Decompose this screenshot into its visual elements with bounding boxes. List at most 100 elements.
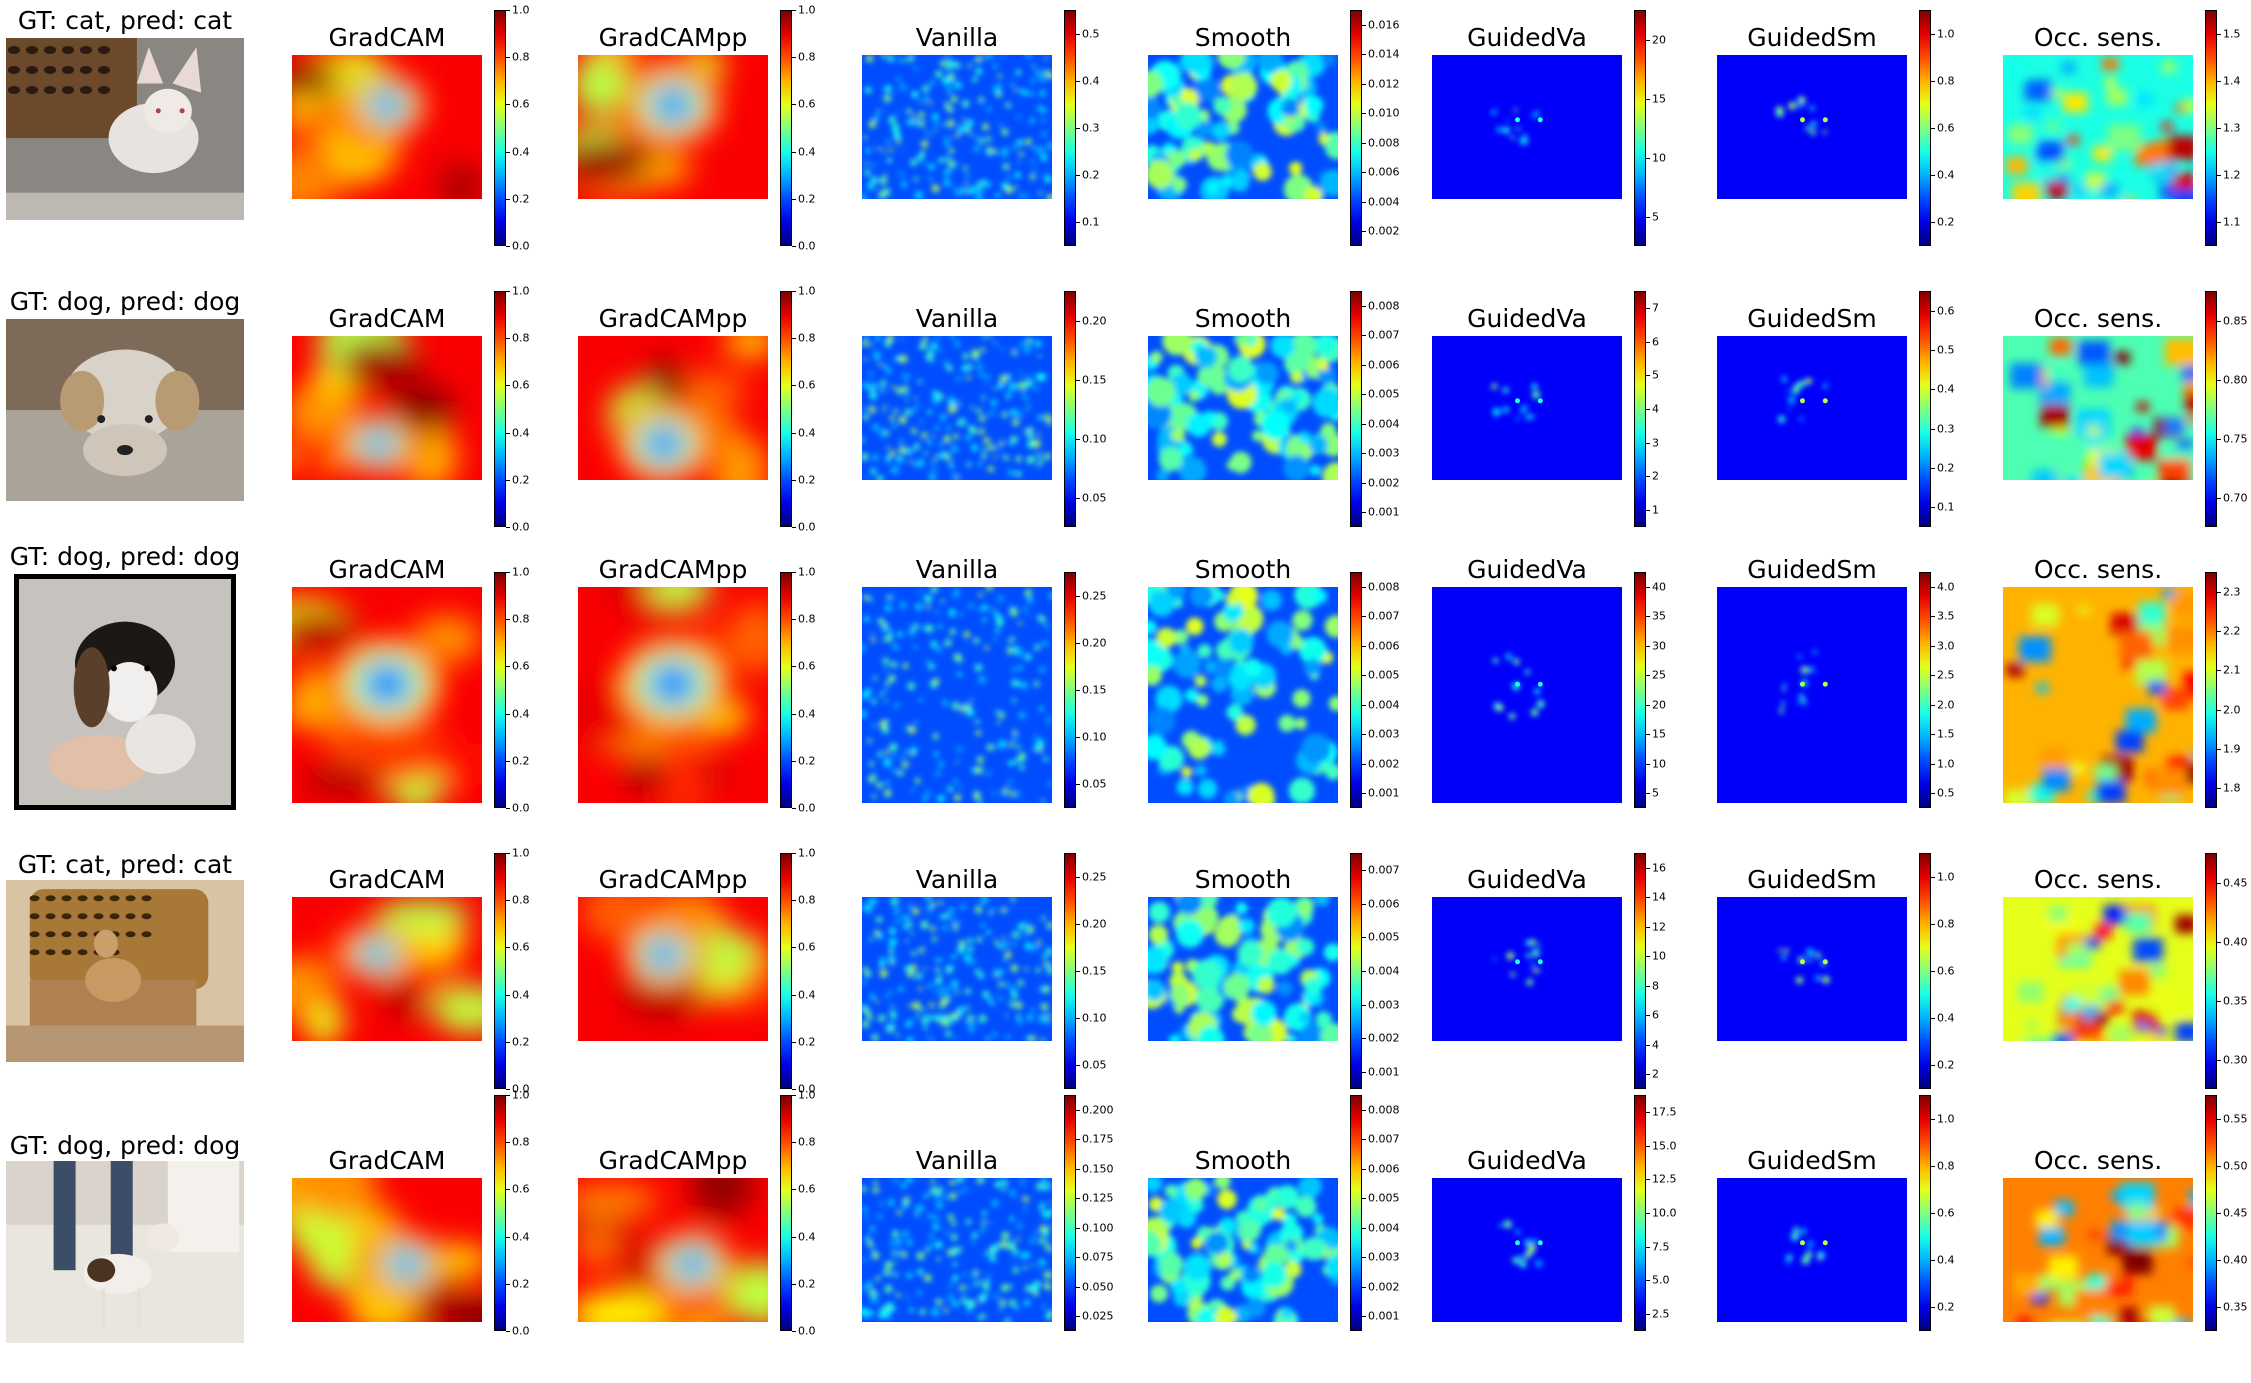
heatmap-drawing [1432, 55, 1622, 199]
colorbar-tick-mark [1362, 903, 1366, 905]
colorbar-tick-label: 0.5 [1937, 343, 1955, 357]
colorbar-tick-mark [1931, 1065, 1935, 1067]
colorbar-tick-mark [792, 1331, 796, 1332]
colorbar-tick-label: 2 [1652, 469, 1659, 483]
saliency-heatmap [1432, 897, 1622, 1041]
heatmap-drawing [1148, 336, 1338, 480]
heatmap-drawing [578, 587, 768, 803]
colorbar-tick-mark [506, 619, 510, 621]
colorbar-tick-mark [1362, 1316, 1366, 1318]
colorbar-tick-mark [1646, 510, 1650, 512]
colorbar-tick-mark [506, 1142, 510, 1144]
method-title: GradCAM [328, 555, 446, 584]
colorbar-tick-label: 0.6 [1937, 304, 1955, 318]
heatmap-drawing [1148, 1178, 1338, 1322]
colorbar-tick-label: 3.5 [1937, 609, 1955, 623]
colorbar-tick-mark [2217, 1260, 2221, 1262]
colorbar-tick-label: 0.002 [1368, 757, 1400, 771]
colorbar-tick-mark [2217, 128, 2221, 129]
colorbar-tick-label: 0.25 [1082, 589, 1107, 603]
colorbar-tick-mark [1931, 507, 1935, 509]
heatmap-drawing [292, 897, 482, 1041]
colorbar-tick-mark [792, 947, 796, 949]
colorbar-tick-label: 0.025 [1082, 1309, 1114, 1323]
colorbar-tick-label: 0.50 [2223, 1159, 2248, 1173]
photo-title: GT: dog, pred: dog [9, 1131, 241, 1160]
colorbar-tick-mark [506, 10, 510, 11]
colorbar-tick-mark [2217, 1165, 2221, 1167]
colorbar-tick-mark [792, 291, 796, 292]
colorbar-tick-label: 20 [1652, 33, 1666, 46]
colorbar-tick-label: 0.005 [1368, 668, 1400, 682]
heatmap-drawing [862, 587, 1052, 803]
colorbar-tick-label: 1.0 [1937, 1112, 1955, 1126]
colorbar-tick-mark [506, 57, 510, 59]
colorbar-tick-mark [1362, 586, 1366, 588]
colorbar-tick-label: 0.4 [1082, 74, 1100, 88]
colorbar-tick-label: 0.6 [798, 378, 816, 392]
colorbar-tick-label: 15 [1652, 727, 1666, 741]
method-title: GuidedSm [1747, 23, 1877, 52]
colorbar-tick-label: 0.4 [512, 707, 530, 721]
colorbar-tick-mark [792, 1095, 796, 1096]
colorbar-tick-mark [1362, 394, 1366, 396]
colorbar-tick-label: 0.2 [512, 1277, 530, 1291]
colorbar-tick-label: 0.4 [512, 988, 530, 1002]
colorbar-tick-label: 0.4 [1937, 168, 1955, 182]
colorbar-tick-mark [1931, 763, 1935, 765]
colorbar-tick-label: 0.0 [512, 520, 530, 534]
saliency-heatmap [862, 55, 1052, 199]
colorbar-tick-mark [506, 198, 510, 200]
heatmap-drawing [2003, 336, 2193, 480]
colorbar-tick-label: 12 [1652, 920, 1666, 934]
colorbar-tick-label: 5 [1652, 210, 1659, 223]
colorbar-tick-label: 0.5 [1937, 786, 1955, 800]
colorbar-tick-mark [2217, 882, 2221, 884]
colorbar-tick-mark [792, 713, 796, 715]
colorbar-tick-mark [1362, 201, 1366, 203]
colorbar-tick-mark [792, 479, 796, 481]
colorbar-tick-mark [1076, 320, 1080, 322]
colorbar [780, 1095, 792, 1331]
colorbar [1919, 291, 1931, 527]
colorbar-tick-mark [1076, 737, 1080, 739]
colorbar-tick-mark [1646, 1280, 1650, 1282]
colorbar-tick-mark [1646, 1074, 1650, 1076]
colorbar-tick-mark [1076, 1316, 1080, 1318]
colorbar-tick-mark [1362, 937, 1366, 939]
colorbar-tick-label: 0.4 [1937, 1011, 1955, 1025]
colorbar [2205, 291, 2217, 527]
colorbar-tick-mark [1931, 675, 1935, 677]
colorbar-tick-mark [1931, 971, 1935, 972]
colorbar-tick-mark [1931, 876, 1935, 878]
colorbar-tick-mark [1076, 971, 1080, 972]
photo-title: GT: dog, pred: dog [9, 542, 241, 571]
colorbar-tick-label: 0.45 [2223, 1206, 2248, 1220]
saliency-heatmap [292, 336, 482, 480]
colorbar-tick-mark [1076, 438, 1080, 440]
colorbar-tick-mark [1362, 305, 1366, 307]
colorbar-tick-mark [1646, 675, 1650, 677]
colorbar-tick-mark [1646, 307, 1650, 309]
colorbar-tick-label: 0.0 [798, 801, 816, 815]
colorbar [1634, 853, 1646, 1089]
saliency-heatmap [862, 587, 1052, 803]
colorbar-tick-mark [1076, 1065, 1080, 1067]
colorbar-tick-label: 0.002 [1368, 476, 1400, 490]
saliency-heatmap [1717, 587, 1907, 803]
colorbar-tick-label: 0.8 [512, 50, 530, 64]
colorbar-tick-label: 0.10 [1082, 730, 1107, 744]
colorbar-tick-mark [1362, 793, 1366, 795]
colorbar-tick-label: 16 [1652, 861, 1666, 875]
colorbar-tick-mark [1076, 923, 1080, 925]
colorbar-tick-label: 0.2 [798, 754, 816, 768]
colorbar-tick-label: 0.003 [1368, 998, 1400, 1012]
colorbar-tick-label: 1.9 [2223, 742, 2241, 756]
colorbar-tick-mark [1362, 1004, 1366, 1006]
colorbar-tick-mark [1931, 586, 1935, 588]
colorbar-tick-mark [1646, 1213, 1650, 1214]
colorbar-tick-mark [506, 1236, 510, 1238]
colorbar-tick-label: 0.075 [1082, 1250, 1114, 1264]
colorbar-tick-mark [1362, 335, 1366, 337]
colorbar-tick-label: 14 [1652, 890, 1666, 904]
